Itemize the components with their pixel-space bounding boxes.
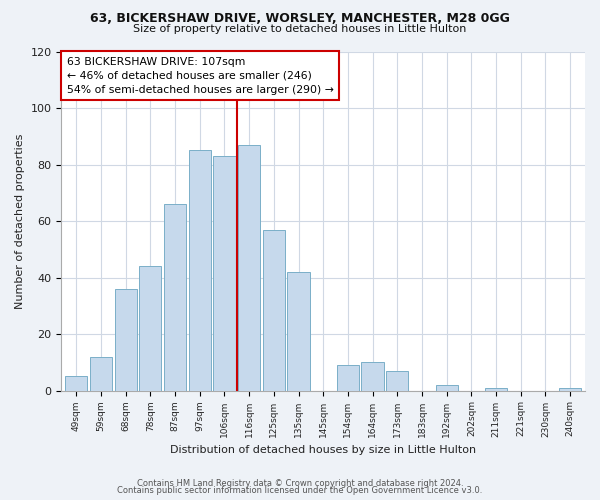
Bar <box>164 204 186 390</box>
Bar <box>436 385 458 390</box>
Text: Contains public sector information licensed under the Open Government Licence v3: Contains public sector information licen… <box>118 486 482 495</box>
Bar <box>213 156 236 390</box>
Bar <box>263 230 285 390</box>
Text: 63, BICKERSHAW DRIVE, WORSLEY, MANCHESTER, M28 0GG: 63, BICKERSHAW DRIVE, WORSLEY, MANCHESTE… <box>90 12 510 26</box>
Y-axis label: Number of detached properties: Number of detached properties <box>15 134 25 308</box>
Text: Contains HM Land Registry data © Crown copyright and database right 2024.: Contains HM Land Registry data © Crown c… <box>137 478 463 488</box>
Bar <box>90 356 112 390</box>
Bar <box>485 388 507 390</box>
Bar <box>386 371 409 390</box>
Text: 63 BICKERSHAW DRIVE: 107sqm
← 46% of detached houses are smaller (246)
54% of se: 63 BICKERSHAW DRIVE: 107sqm ← 46% of det… <box>67 56 334 94</box>
Bar <box>287 272 310 390</box>
Bar <box>361 362 384 390</box>
Bar <box>65 376 88 390</box>
Bar <box>139 266 161 390</box>
Bar <box>238 144 260 390</box>
Bar <box>337 365 359 390</box>
Bar <box>115 289 137 390</box>
Bar <box>559 388 581 390</box>
Bar <box>188 150 211 390</box>
X-axis label: Distribution of detached houses by size in Little Hulton: Distribution of detached houses by size … <box>170 445 476 455</box>
Text: Size of property relative to detached houses in Little Hulton: Size of property relative to detached ho… <box>133 24 467 34</box>
